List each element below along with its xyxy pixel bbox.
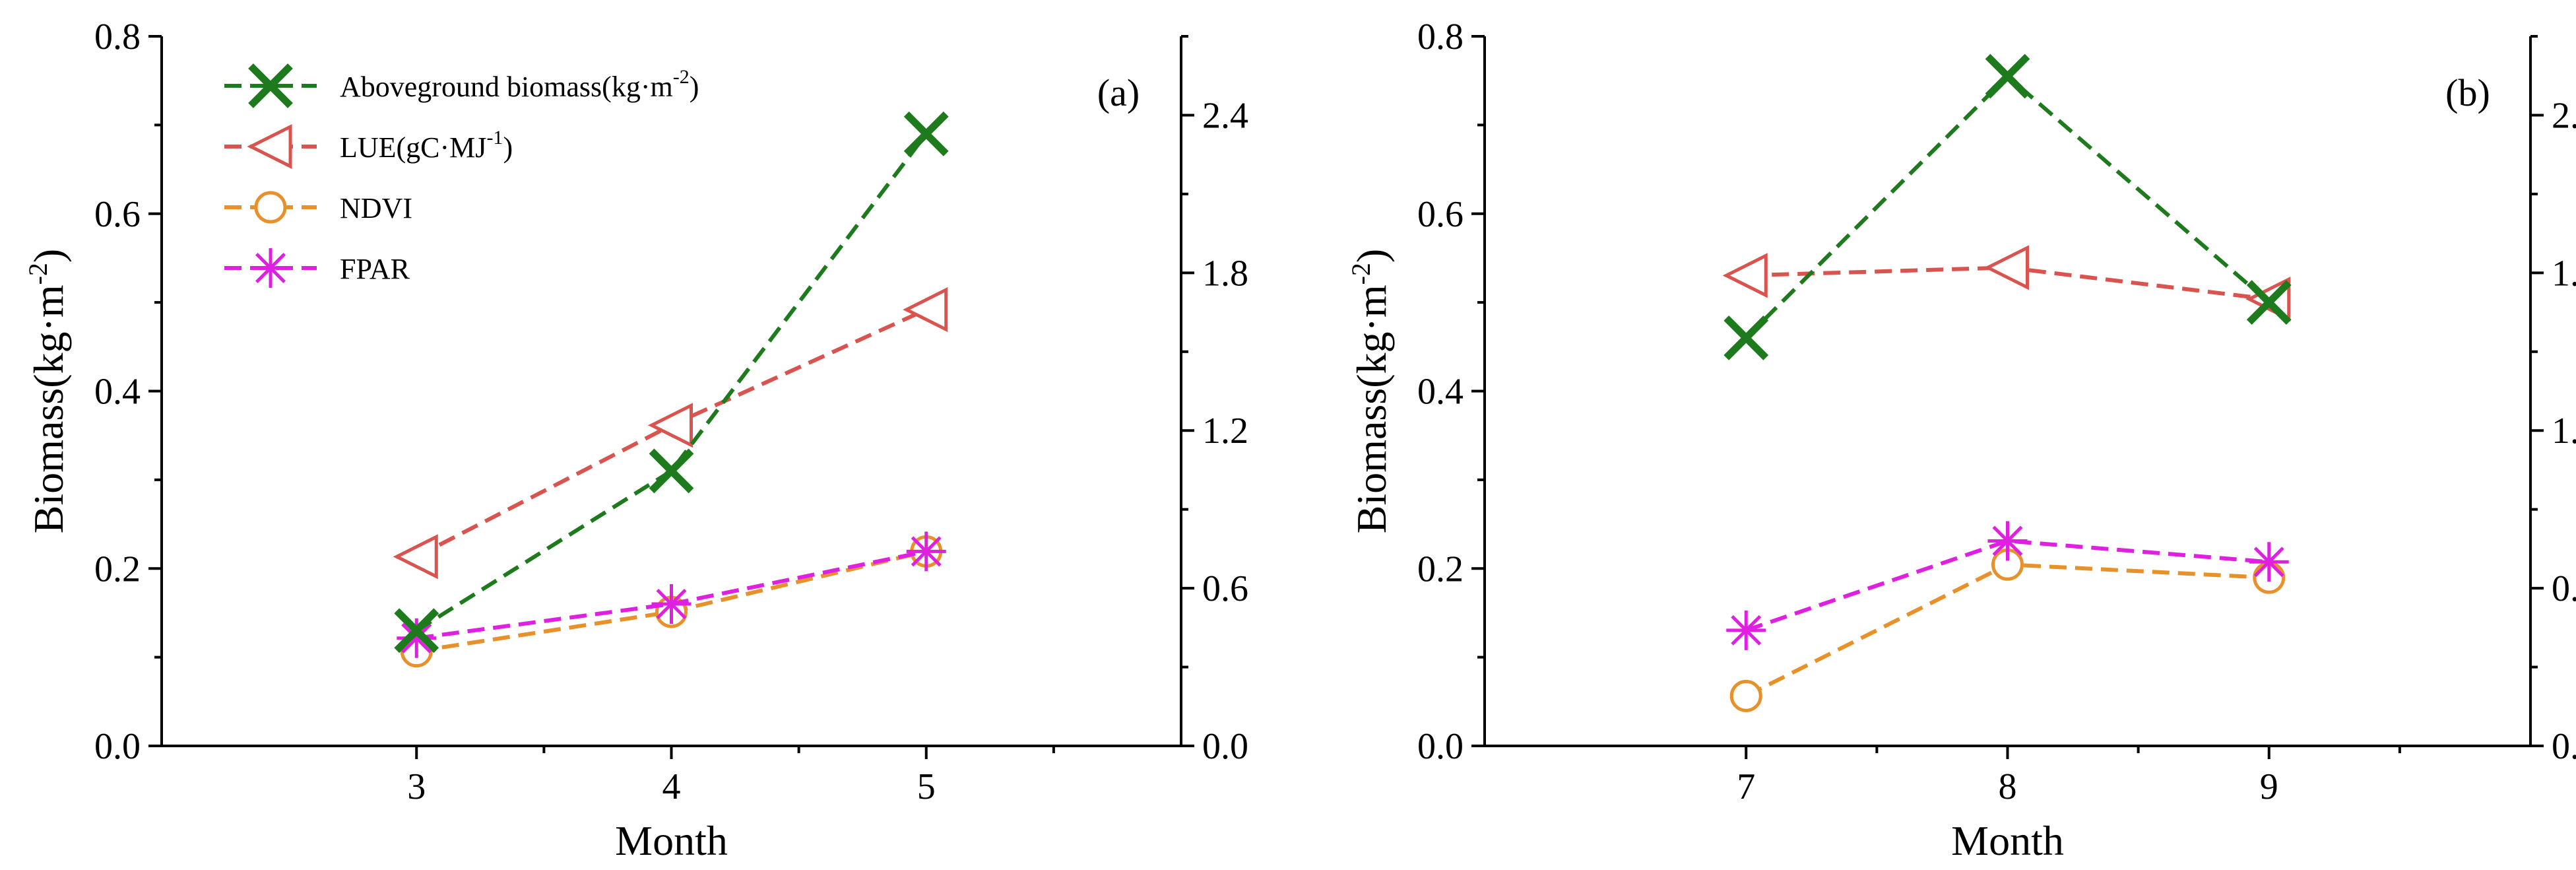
data-point-fpar [1726,610,1766,650]
data-point-lue [393,534,438,580]
y2-tick-label: 0.6 [1202,568,1248,609]
panel-b-chart: 0.0 0.2 0.4 0.6 0.8 0.0 0.6 1.2 1.8 2.4 7 8 9 Month Bi… [1346,17,2576,864]
panel-label: (b) [2445,71,2490,114]
y2-tick-label: 1.2 [1202,411,1248,452]
series-line-agb [1745,73,2270,339]
panel-label: (a) [1097,71,1140,114]
series-line-ndvi [1745,562,2269,698]
panel-a-chart: 0.0 0.2 0.4 0.6 0.8 0.0 0.6 1.2 1.8 2.4 3 4 5 Month Bi… [23,17,1248,864]
data-point-fpar [397,618,437,658]
y-axis-title: Biomass(kg·m-2) [1346,249,1395,534]
y2-tick-label: 1.2 [2552,411,2576,452]
x-axis-title: Month [615,817,728,864]
data-point-agb [649,448,694,494]
data-point-lue [903,287,948,333]
legend-marker-lue [247,123,292,170]
y2-tick-label: 2.4 [2552,95,2576,136]
y-axis-title: Biomass(kg·m-2) [23,249,72,534]
data-point-fpar [906,531,946,572]
legend-marker-fpar [251,248,290,288]
y-tick-label: 0.4 [94,372,141,413]
data-point-fpar [651,584,692,624]
data-point-agb [1985,53,2030,99]
legend: Aboveground biomass(kg·m-2) LUE(gC·MJ-1) N… [224,63,699,288]
y-tick-label: 0.4 [1417,372,1464,413]
y2-tick-label: 1.8 [1202,253,1248,294]
y-tick-label: 0.2 [94,549,141,589]
data-point-agb [2246,280,2292,325]
y-tick-label: 0.8 [1417,17,1464,57]
y-tick-label: 0.0 [94,726,141,767]
data-point-agb [394,608,439,653]
x-tick-label: 8 [1999,766,2017,807]
series-line-agb [415,133,928,632]
legend-label-fpar: FPAR [340,253,410,285]
data-point-lue [1722,253,1768,298]
x-tick-label: 3 [407,766,426,807]
y-tick-label: 0.2 [1417,549,1464,589]
data-point-ndvi [1729,679,1762,712]
y2-tick-label: 2.4 [1202,95,1248,136]
data-point-lue [647,403,693,448]
y-tick-label: 0.6 [1417,194,1464,235]
data-point-agb [903,111,949,156]
legend-label-agb: Aboveground biomass(kg·m-2) [340,66,699,103]
x-axis-title: Month [1951,817,2064,864]
data-point-agb [1723,315,1769,360]
legend-label-lue: LUE(gC·MJ-1) [340,127,513,164]
x-tick-label: 9 [2260,766,2278,807]
y2-tick-label: 0.0 [1202,726,1248,767]
y-tick-label: 0.6 [94,194,141,235]
x-tick-label: 5 [917,766,936,807]
y2-tick-label: 1.8 [2552,253,2576,294]
x-tick-label: 4 [662,766,681,807]
x-tick-label: 7 [1737,766,1755,807]
legend-label-ndvi: NDVI [340,192,412,224]
data-point-lue [1983,245,2029,290]
legend-marker-agb [248,63,293,108]
y-tick-label: 0.0 [1417,726,1464,767]
series-line-fpar [416,549,927,640]
data-point-fpar [2249,542,2289,582]
series-line-fpar [1745,539,2269,632]
y-tick-label: 0.8 [94,17,141,57]
y2-tick-label: 0.6 [2552,568,2576,609]
data-point-fpar [1987,521,2028,561]
y2-tick-label: 0.0 [2552,726,2576,767]
legend-marker-ndvi [254,191,287,224]
